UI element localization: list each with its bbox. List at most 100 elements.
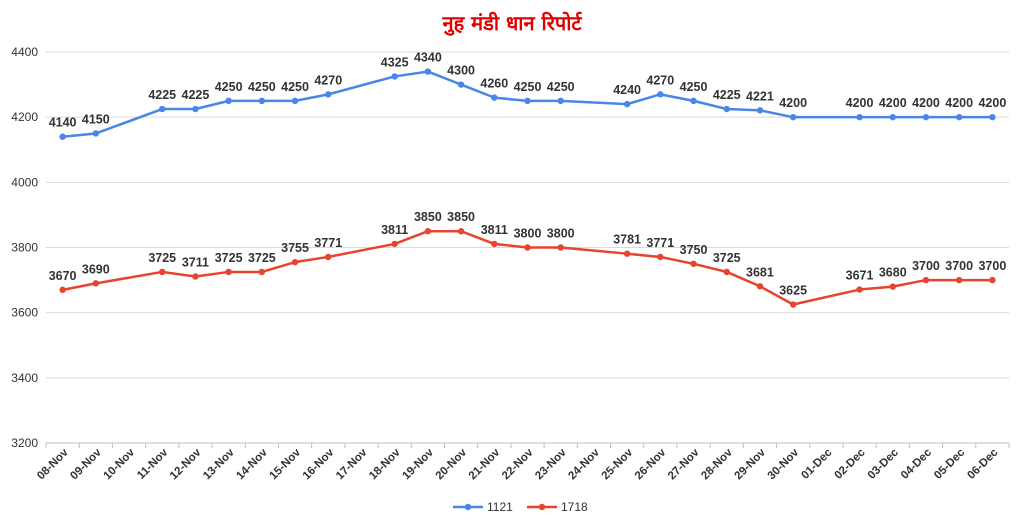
data-label: 4200	[779, 96, 807, 110]
data-point[interactable]	[159, 268, 166, 276]
data-point[interactable]	[657, 253, 664, 261]
data-point[interactable]	[325, 253, 332, 261]
data-point[interactable]	[457, 228, 465, 235]
series-lines	[59, 68, 996, 308]
data-point[interactable]	[856, 286, 863, 293]
data-label: 3725	[248, 251, 276, 265]
data-point[interactable]	[325, 91, 332, 98]
data-point[interactable]	[690, 260, 697, 267]
data-point[interactable]	[922, 113, 930, 121]
x-tick-label: 09-Nov	[68, 446, 104, 482]
data-point[interactable]	[457, 81, 465, 88]
x-tick-label: 19-Nov	[400, 446, 436, 482]
data-point[interactable]	[391, 240, 398, 248]
data-point[interactable]	[59, 133, 66, 140]
data-label: 3700	[978, 259, 1006, 273]
x-tick-label: 01-Dec	[799, 446, 835, 482]
legend-marker	[538, 503, 546, 511]
data-label: 4340	[414, 51, 442, 65]
data-point[interactable]	[192, 273, 199, 280]
data-label: 3725	[148, 251, 176, 265]
x-tick-label: 12-Nov	[168, 446, 204, 482]
data-point[interactable]	[491, 240, 498, 248]
data-point[interactable]	[225, 268, 232, 276]
data-point[interactable]	[623, 250, 631, 257]
data-label: 4200	[879, 96, 907, 110]
data-label: 4200	[978, 96, 1006, 110]
data-point[interactable]	[557, 244, 564, 251]
data-point[interactable]	[192, 105, 199, 113]
data-point[interactable]	[424, 228, 432, 235]
x-tick-label: 20-Nov	[434, 446, 470, 482]
data-point[interactable]	[424, 68, 432, 75]
x-tick-label: 03-Dec	[866, 446, 902, 482]
data-label: 4250	[281, 80, 309, 94]
data-point[interactable]	[922, 276, 930, 284]
data-label: 4250	[215, 80, 243, 94]
data-label: 3771	[314, 236, 342, 250]
data-label: 3700	[945, 259, 973, 273]
data-point[interactable]	[657, 91, 664, 98]
data-point[interactable]	[889, 113, 896, 121]
data-label: 4225	[713, 88, 741, 102]
data-point[interactable]	[159, 105, 166, 113]
x-tick-label: 22-Nov	[500, 446, 536, 482]
data-label: 3690	[82, 262, 110, 276]
data-point[interactable]	[756, 283, 764, 290]
x-tick-label: 11-Nov	[135, 446, 171, 482]
x-axis-ticks: 08-Nov09-Nov10-Nov11-Nov12-Nov13-Nov14-N…	[35, 443, 1010, 482]
data-point[interactable]	[524, 244, 531, 251]
data-point[interactable]	[690, 97, 697, 105]
data-label: 4225	[148, 88, 176, 102]
data-point[interactable]	[258, 97, 266, 105]
data-label: 4200	[912, 96, 940, 110]
data-point[interactable]	[955, 113, 963, 121]
data-label: 3800	[547, 227, 575, 241]
y-tick-label: 4000	[11, 175, 38, 189]
legend[interactable]: 1121 1718	[453, 500, 588, 514]
legend-entry[interactable]: 1121	[487, 500, 513, 514]
data-point[interactable]	[524, 97, 531, 105]
data-point[interactable]	[789, 113, 797, 121]
data-point[interactable]	[723, 105, 730, 113]
data-point[interactable]	[225, 97, 232, 105]
data-label: 3725	[215, 251, 243, 265]
data-label: 3725	[713, 251, 741, 265]
data-label: 3671	[846, 269, 874, 283]
data-point[interactable]	[258, 268, 266, 276]
data-point[interactable]	[623, 100, 631, 108]
data-point[interactable]	[756, 107, 764, 114]
data-label: 3850	[447, 210, 475, 224]
data-point[interactable]	[557, 97, 564, 105]
data-label: 3700	[912, 259, 940, 273]
data-point[interactable]	[889, 283, 896, 290]
data-label: 3811	[481, 223, 508, 237]
data-label: 4250	[680, 80, 708, 94]
x-tick-label: 17-Nov	[334, 446, 370, 482]
data-point[interactable]	[92, 130, 100, 137]
data-point[interactable]	[391, 73, 398, 80]
data-label: 3680	[879, 266, 907, 280]
data-point[interactable]	[92, 280, 100, 287]
data-point[interactable]	[723, 268, 730, 276]
data-point[interactable]	[291, 97, 299, 105]
y-tick-label: 3600	[11, 306, 38, 320]
grid-lines	[46, 51, 1009, 444]
data-point[interactable]	[291, 258, 299, 266]
data-point[interactable]	[856, 113, 863, 121]
data-label: 4250	[547, 80, 575, 94]
x-tick-label: 28-Nov	[699, 446, 735, 482]
data-point[interactable]	[989, 276, 996, 284]
data-label: 3755	[281, 241, 309, 255]
data-point[interactable]	[491, 94, 498, 101]
data-label: 4221	[746, 89, 774, 103]
data-label: 4325	[381, 55, 409, 69]
x-tick-label: 23-Nov	[533, 446, 569, 482]
legend-entry[interactable]: 1718	[561, 500, 588, 514]
data-point[interactable]	[59, 286, 66, 294]
data-point[interactable]	[789, 301, 797, 308]
x-tick-label: 06-Dec	[965, 446, 1001, 482]
data-point[interactable]	[989, 113, 996, 121]
data-point[interactable]	[955, 276, 963, 284]
